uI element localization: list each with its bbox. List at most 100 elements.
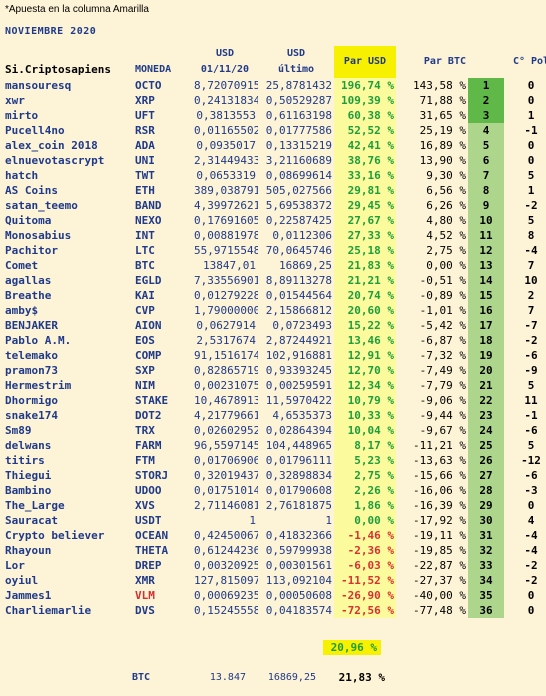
coin-symbol: VLM	[135, 589, 155, 602]
pol-change: -4	[524, 544, 538, 557]
usd-last: 102,916881	[265, 349, 332, 362]
usd-start: 0,00069235	[194, 589, 258, 602]
pol-change: -2	[524, 559, 538, 572]
par-btc: 13,90 %	[419, 154, 466, 167]
table-row: BENJAKER AION 0,0627914 0,0723493 15,22 % -5,…	[0, 318, 546, 333]
par-btc: -9,06 %	[419, 394, 466, 407]
par-usd: 20,60 %	[334, 303, 396, 318]
pol-change: 0	[527, 94, 535, 107]
pol-change: -2	[524, 574, 538, 587]
par-btc: -16,06 %	[413, 484, 466, 497]
par-btc: 6,26 %	[426, 199, 466, 212]
pol-change: -12	[521, 454, 541, 467]
usd-start: 4,21779661	[194, 409, 258, 422]
coin-symbol: ADA	[135, 139, 155, 152]
table-row: Hermestrim NIM 0,00231075 0,00259591 12,34 %…	[0, 378, 546, 393]
table-row: Crypto believer OCEAN 0,42450067 0,41832366…	[0, 528, 546, 543]
coin-symbol: THETA	[135, 544, 169, 557]
par-usd: 196,74 %	[334, 78, 396, 93]
usd-last: 0,08699614	[265, 169, 332, 182]
participant-name: satan_teemo	[5, 199, 78, 212]
usd-start: 1	[249, 514, 256, 527]
usd-start: 0,01706906	[194, 454, 258, 467]
header-usd2-last: último	[277, 64, 315, 75]
participant-name: Pablo A.M.	[5, 334, 72, 347]
usd-last: 0,01796111	[265, 454, 332, 467]
coin-symbol: LTC	[135, 244, 155, 257]
par-usd: 21,83 %	[334, 258, 396, 273]
pol-change: -4	[524, 244, 538, 257]
usd-start: 0,01279228	[194, 289, 258, 302]
usd-start: 0,15245558	[194, 604, 258, 617]
rank: 24	[468, 423, 504, 438]
pol-change: -4	[524, 529, 538, 542]
pol-change: -6	[524, 469, 538, 482]
table-row: Quitoma NEXO 0,17691605 0,22587425 27,67 % 4,…	[0, 213, 546, 228]
table-row: Dhormigo STAKE 10,4678913 11,5970422 10,79 %…	[0, 393, 546, 408]
rank: 3	[468, 108, 504, 123]
par-usd: 20,74 %	[334, 288, 396, 303]
participant-name: telemako	[5, 349, 58, 362]
usd-start: 96,5597145	[194, 439, 258, 452]
header-par-btc: Par BTC	[423, 56, 466, 67]
usd-last: 0,59799938	[265, 544, 332, 557]
pol-change: -3	[524, 484, 538, 497]
pol-change: 10	[524, 274, 538, 287]
table-row: Sauracat USDT 1 1 0,00 % -17,92 % 30 4	[0, 513, 546, 528]
table-row: delwans FARM 96,5597145 104,448965 8,17 % -11…	[0, 438, 546, 453]
par-btc: -6,87 %	[419, 334, 466, 347]
coin-symbol: OCTO	[135, 79, 162, 92]
table-row: Monosabius INT 0,00881978 0,0112306 27,33 % 4…	[0, 228, 546, 243]
par-usd: 42,41 %	[334, 138, 396, 153]
par-usd: 5,23 %	[334, 453, 396, 468]
participant-name: Sauracat	[5, 514, 58, 527]
rank: 11	[468, 228, 504, 243]
usd-start: 0,42450067	[194, 529, 258, 542]
usd-last: 0,50529287	[265, 94, 332, 107]
table-row: Sm89 TRX 0,02602952 0,02864394 10,04 % -9,67 …	[0, 423, 546, 438]
pol-change: 0	[527, 589, 535, 602]
par-usd: 29,81 %	[334, 183, 396, 198]
par-btc: -9,44 %	[419, 409, 466, 422]
coin-symbol: UDOO	[135, 484, 162, 497]
coin-symbol: DREP	[135, 559, 162, 572]
rank: 13	[468, 258, 504, 273]
table-row: xwr XRP 0,24131834 0,50529287 109,39 % 71,88 …	[0, 93, 546, 108]
par-btc: 9,30 %	[426, 169, 466, 182]
participant-name: Dhormigo	[5, 394, 58, 407]
table-row: Pucell4no RSR 0,01165502 0,01777586 52,52 % 2…	[0, 123, 546, 138]
par-btc: -40,00 %	[413, 589, 466, 602]
table-row: oyiul XMR 127,815097 113,092104 -11,52 % -27,…	[0, 573, 546, 588]
usd-start: 0,24131834	[194, 94, 258, 107]
par-btc: 31,65 %	[419, 109, 466, 122]
participant-name: The_Large	[5, 499, 65, 512]
participant-name: AS Coins	[5, 184, 58, 197]
coin-symbol: NEXO	[135, 214, 162, 227]
pol-change: 11	[524, 394, 538, 407]
usd-start: 0,01165502	[194, 124, 258, 137]
btc-usd2: 16869,25	[267, 672, 316, 683]
par-usd: 29,45 %	[334, 198, 396, 213]
coin-symbol: TWT	[135, 169, 155, 182]
rank: 14	[468, 273, 504, 288]
par-btc: -15,66 %	[413, 469, 466, 482]
usd-last: 0,13315219	[265, 139, 332, 152]
par-usd: -11,52 %	[334, 573, 396, 588]
usd-start: 2,71146081	[194, 499, 258, 512]
coin-symbol: STORJ	[135, 469, 169, 482]
usd-last: 0,01777586	[265, 124, 332, 137]
coin-symbol: STAKE	[135, 394, 169, 407]
pol-change: 7	[527, 304, 535, 317]
rank: 6	[468, 153, 504, 168]
par-btc: 4,80 %	[426, 214, 466, 227]
par-usd: 12,70 %	[334, 363, 396, 378]
pol-change: -6	[524, 424, 538, 437]
rank: 20	[468, 363, 504, 378]
usd-last: 1	[325, 514, 332, 527]
coin-symbol: EOS	[135, 334, 155, 347]
par-btc: -7,32 %	[419, 349, 466, 362]
rank: 29	[468, 498, 504, 513]
table-row: elnuevotascrypt UNI 2,31449433 3,21160689 38…	[0, 153, 546, 168]
coin-symbol: EGLD	[135, 274, 162, 287]
table-row: Rhayoun THETA 0,61244236 0,59799938 -2,36 % -…	[0, 543, 546, 558]
